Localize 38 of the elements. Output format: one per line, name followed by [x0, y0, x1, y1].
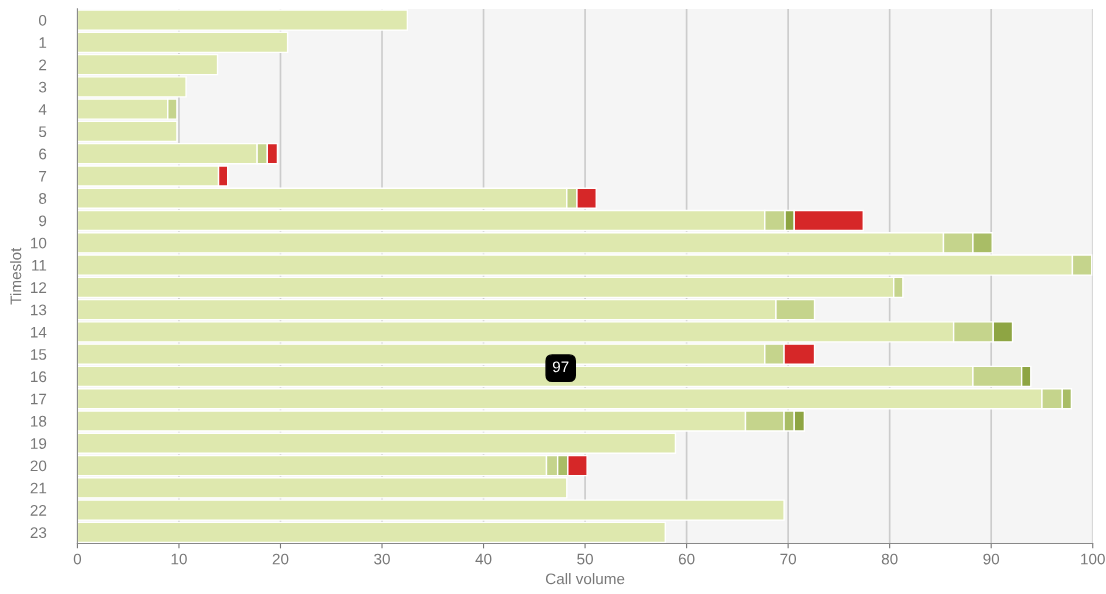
y-tick-label: 11: [32, 260, 47, 271]
y-tick-label: 23: [30, 527, 47, 539]
y-tick-label: 8: [39, 193, 47, 204]
y-tick-label: 13: [31, 304, 47, 316]
x-tick-label: 0: [73, 553, 82, 565]
y-tick-label: 0: [38, 14, 47, 26]
x-tick-label: 90: [983, 553, 1000, 565]
x-tick-label: 40: [475, 553, 492, 565]
y-tick-label: 14: [31, 326, 47, 338]
x-tick-label: 20: [272, 553, 289, 565]
y-tick-label: 9: [39, 215, 47, 227]
y-tick-label: 1: [39, 37, 47, 48]
x-tick-label: 80: [881, 553, 898, 565]
y-tick-label: 16: [31, 371, 47, 383]
y-tick-label: 20: [30, 460, 47, 472]
y-tick-label: 3: [38, 81, 47, 93]
y-tick-label: 21: [30, 482, 47, 494]
y-tick-label: 10: [31, 237, 47, 249]
y-tick-label: 15: [31, 349, 47, 360]
x-tick-label: 70: [780, 553, 797, 565]
y-tick-label: 19: [31, 438, 47, 449]
x-tick-label: 30: [374, 553, 390, 565]
annotation: 97: [552, 361, 569, 373]
y-axis-title: Timeslot: [10, 247, 22, 305]
y-tick-label: 17: [31, 393, 47, 405]
x-tick-label: 60: [678, 553, 695, 565]
x-tick-label: 100: [1081, 553, 1105, 565]
y-tick-label: 18: [31, 415, 47, 427]
y-tick-label: 6: [39, 148, 47, 160]
y-tick-label: 22: [30, 504, 47, 516]
y-tick-label: 5: [38, 126, 47, 138]
x-tick-label: 50: [577, 553, 593, 565]
y-tick-label: 7: [39, 171, 47, 182]
x-tick-label: 10: [171, 553, 187, 565]
y-tick-label: 12: [31, 282, 47, 293]
y-tick-label: 2: [39, 59, 47, 71]
y-tick-label: 4: [38, 104, 47, 115]
x-axis-title: Call volume: [545, 573, 625, 585]
